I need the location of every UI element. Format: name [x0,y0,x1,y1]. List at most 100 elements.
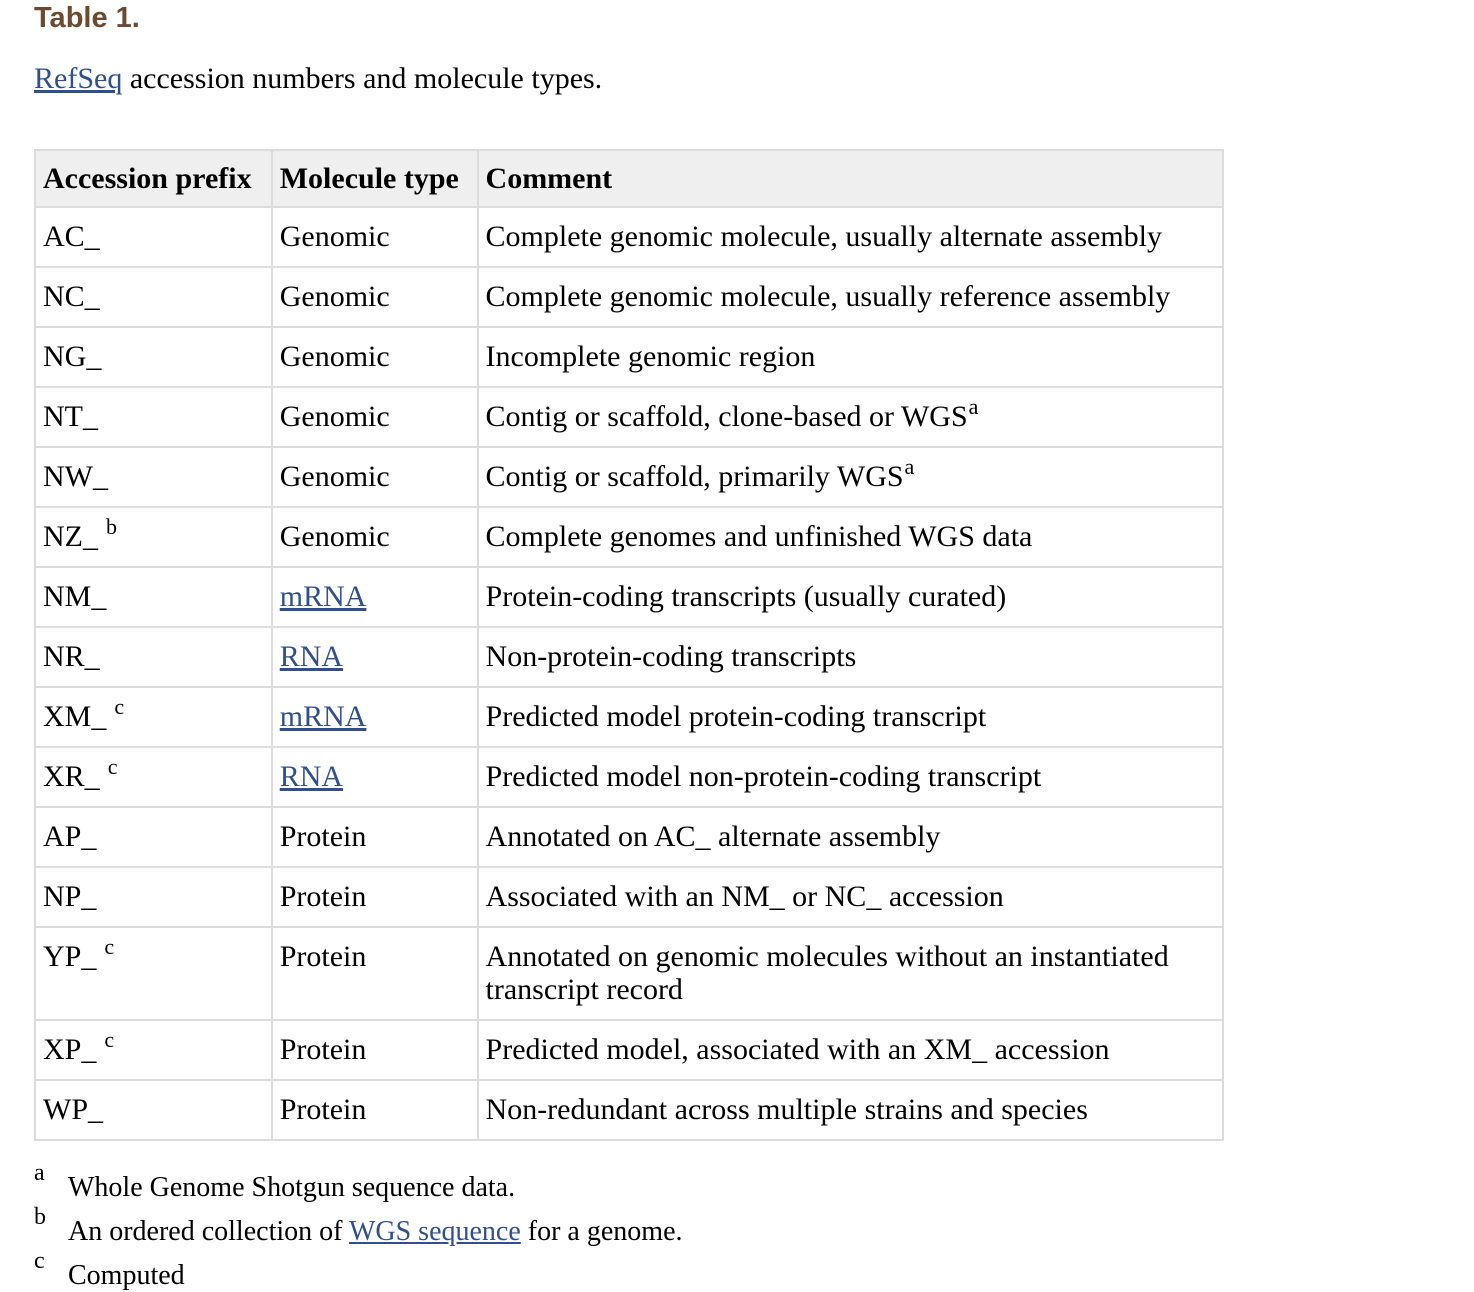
table-caption: RefSeq accession numbers and molecule ty… [34,62,602,96]
table-row: XR_ c RNA Predicted model non-protein-codin… [34,746,1225,808]
cell-accession-prefix: WP_ [34,1079,273,1141]
molecule-type-link[interactable]: mRNA [279,580,367,613]
cell-comment: Associated with an NM_ or NC_ accession [476,866,1225,928]
table-row: YP_ c Protein Annotated on genomic molecule… [34,926,1225,1021]
comment-text: Associated with an NM_ or NC_ accession [485,880,1004,913]
cell-molecule-type: Protein [270,806,479,868]
cell-comment: Annotated on AC_ alternate assembly [476,806,1225,868]
cell-molecule-type: RNA [270,626,479,688]
table-row: NW_ Genomic Contig or scaffold, primarily … [34,446,1225,508]
molecule-type: Genomic [279,280,390,313]
molecule-type-link[interactable]: RNA [279,760,344,793]
cell-accession-prefix: XR_ c [34,746,273,808]
accession-table: Accession prefix Molecule type Comment A… [34,149,1225,1141]
cell-comment: Contig or scaffold, primarily WGSa [476,446,1225,508]
accession-prefix: NC_ [43,280,100,313]
accession-prefix: AP_ [43,820,97,853]
cell-accession-prefix: NZ_ b [34,506,273,568]
table-row: NP_ Protein Associated with an NM_ or NC_ … [34,866,1225,928]
cell-accession-prefix: AP_ [34,806,273,868]
footnote-text: Whole Genome Shotgun sequence data. [68,1172,515,1204]
molecule-type: Genomic [279,220,390,253]
cell-comment: Predicted model protein-coding transcrip… [476,686,1225,748]
accession-prefix: XP_ [43,1033,97,1066]
cell-accession-prefix: NP_ [34,866,273,928]
accession-prefix: NZ_ [43,520,98,553]
footnote-text: Computed [68,1260,185,1292]
cell-accession-prefix: NR_ [34,626,273,688]
table-row: WP_ Protein Non-redundant across multiple … [34,1079,1225,1141]
cell-accession-prefix: AC_ [34,206,273,268]
table-row: AP_ Protein Annotated on AC_ alternate ass… [34,806,1225,868]
table-row: XP_ c Protein Predicted model, associated w… [34,1019,1225,1081]
molecule-type: Genomic [279,340,390,373]
cell-molecule-type: mRNA [270,566,479,628]
cell-comment: Non-redundant across multiple strains an… [476,1079,1225,1141]
footnote-text-part: Computed [68,1260,185,1291]
cell-molecule-type: Protein [270,926,479,1021]
footnote-marker: a [968,393,979,419]
comment-text: Contig or scaffold, clone-based or WGS [485,400,968,433]
cell-accession-prefix: NC_ [34,266,273,328]
comment-text: Predicted model, associated with an XM_ … [485,1033,1110,1066]
footnote-marker: a [904,453,915,479]
header-accession-prefix: Accession prefix [34,149,273,208]
cell-molecule-type: Genomic [270,506,479,568]
accession-prefix: YP_ [43,940,97,973]
comment-text: Non-protein-coding transcripts [485,640,857,673]
cell-molecule-type: Protein [270,1019,479,1081]
molecule-type: Protein [279,1093,367,1126]
accession-prefix: NT_ [43,400,98,433]
table-row: NG_ Genomic Incomplete genomic region [34,326,1225,388]
accession-prefix: XR_ [43,760,100,793]
cell-comment: Complete genomic molecule, usually alter… [476,206,1225,268]
comment-text: Contig or scaffold, primarily WGS [485,460,904,493]
accession-prefix: NW_ [43,460,108,493]
molecule-type-link[interactable]: RNA [279,640,344,673]
cell-molecule-type: Genomic [270,386,479,448]
cell-comment: Predicted model, associated with an XM_ … [476,1019,1225,1081]
table-row: XM_ c mRNA Predicted model protein-coding t… [34,686,1225,748]
cell-accession-prefix: NM_ [34,566,273,628]
header-molecule-type: Molecule type [270,149,479,208]
footnote-text-part: Whole Genome Shotgun sequence data. [68,1172,516,1203]
molecule-type: Protein [279,1033,367,1066]
cell-molecule-type: Genomic [270,206,479,268]
cell-molecule-type: mRNA [270,686,479,748]
table-header-row: Accession prefix Molecule type Comment [34,149,1225,208]
footnote-marker: c [104,1026,115,1052]
footnote-label: c [34,1248,45,1274]
accession-prefix: NP_ [43,880,97,913]
comment-text: Complete genomic molecule, usually alter… [485,220,1162,253]
cell-comment: Protein-coding transcripts (usually cura… [476,566,1225,628]
comment-text: Complete genomes and unfinished WGS data [485,520,1033,553]
cell-molecule-type: Genomic [270,326,479,388]
footnote-text-part: for a genome. [520,1216,683,1247]
table-row: NT_ Genomic Contig or scaffold, clone-base… [34,386,1225,448]
refseq-link[interactable]: RefSeq [34,62,123,95]
molecule-type: Protein [279,880,367,913]
table-body: AC_ Genomic Complete genomic molecule, usu… [34,206,1225,1141]
footnote-text: An ordered collection of WGS sequence fo… [68,1216,683,1248]
wgs-sequence-link[interactable]: WGS sequence [348,1216,521,1247]
cell-molecule-type: Protein [270,866,479,928]
comment-text: Non-redundant across multiple strains an… [485,1093,1088,1126]
footnote-label: b [34,1204,46,1230]
footnote-text-part: An ordered collection of [68,1216,349,1247]
accession-prefix: NG_ [43,340,102,373]
molecule-type-link[interactable]: mRNA [279,700,367,733]
cell-accession-prefix: NT_ [34,386,273,448]
footnote-marker: c [104,933,115,959]
footnote-label: a [34,1160,45,1186]
table-row: NC_ Genomic Complete genomic molecule, usu… [34,266,1225,328]
cell-accession-prefix: NG_ [34,326,273,388]
cell-molecule-type: Genomic [270,446,479,508]
comment-text: Complete genomic molecule, usually refer… [485,280,1171,313]
table-row: AC_ Genomic Complete genomic molecule, usu… [34,206,1225,268]
cell-comment: Predicted model non-protein-coding trans… [476,746,1225,808]
cell-accession-prefix: YP_ c [34,926,273,1021]
accession-prefix: NR_ [43,640,100,673]
header-comment: Comment [476,149,1225,208]
cell-comment: Complete genomic molecule, usually refer… [476,266,1225,328]
accession-prefix: AC_ [43,220,100,253]
